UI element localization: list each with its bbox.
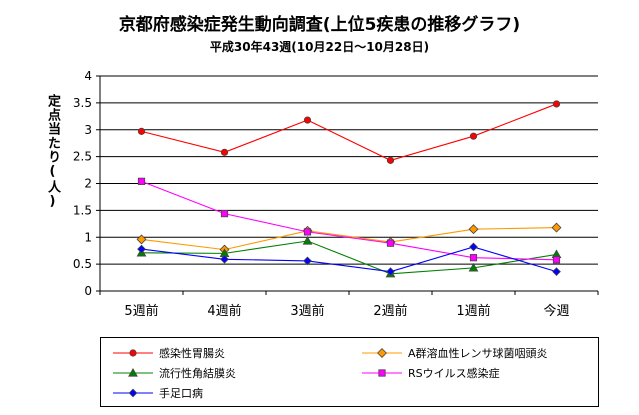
- legend-label: 流行性角結膜炎: [159, 367, 236, 380]
- legend-label: 手足口病: [159, 387, 203, 400]
- data-point: [386, 267, 395, 277]
- series-layer: [136, 100, 562, 278]
- axes: [96, 75, 599, 295]
- legend: 感染性胃腸炎 A群溶血性レンサ球菌咽頭炎流行性角結膜炎 RSウイルス感染症手足口病: [100, 337, 599, 407]
- legend-label: 感染性胃腸炎: [159, 347, 225, 360]
- legend-label: RSウイルス感染症: [408, 367, 500, 380]
- data-point: [303, 116, 312, 124]
- chart-title: 京都府感染症発生動向調査(上位5疾患の推移グラフ): [118, 15, 521, 35]
- data-point: [220, 254, 229, 264]
- y-tick-label: 3: [84, 123, 92, 137]
- chart-subtitle: 平成30年43週(10月22日〜10月28日): [209, 40, 430, 54]
- series-line: [141, 246, 557, 273]
- data-point: [468, 262, 479, 272]
- data-point: [303, 228, 312, 236]
- data-point: [137, 127, 146, 135]
- legend-swatch: [113, 367, 153, 377]
- y-tick-label: 2: [84, 177, 92, 191]
- data-point: [303, 256, 312, 266]
- data-point: [552, 256, 561, 264]
- x-tick-label: 今週: [543, 303, 569, 319]
- data-point: [551, 222, 562, 233]
- legend-marker: [129, 349, 137, 357]
- series-line: [141, 180, 557, 261]
- legend-marker: [378, 369, 386, 377]
- x-tick-label: 3週前: [290, 303, 324, 319]
- data-point: [468, 224, 479, 235]
- data-point: [552, 267, 561, 277]
- legend-swatch: [113, 349, 153, 357]
- series-3: [136, 236, 562, 278]
- legend-swatch: [362, 348, 402, 358]
- tick-labels: 0 0.5 1 1.5 2 2.5 3 3.5 4 5週前 4週前 3週前 2週前 1週前 今週: [73, 69, 570, 319]
- legend-label: A群溶血性レンサ球菌咽頭炎: [408, 347, 548, 360]
- y-tick-label: 4: [84, 69, 92, 83]
- x-tick-label: 1週前: [456, 303, 490, 319]
- legend-marker: [128, 367, 138, 377]
- data-point: [469, 242, 478, 252]
- y-tick-label: 3.5: [73, 96, 92, 110]
- y-tick-label: 2.5: [73, 150, 92, 164]
- data-point: [137, 177, 146, 185]
- y-tick-label: 0: [84, 284, 92, 298]
- series-line: [141, 103, 557, 161]
- y-tick-label: 1: [84, 230, 92, 244]
- data-point: [469, 132, 478, 140]
- legend-swatch: [362, 369, 402, 377]
- y-axis-label: 定点当たり(人): [45, 94, 60, 210]
- legend-item: 流行性角結膜炎: [111, 364, 236, 382]
- data-point: [386, 239, 395, 247]
- legend-item: 感染性胃腸炎: [111, 344, 225, 362]
- series-4: [137, 177, 561, 264]
- series-5: [137, 242, 561, 277]
- series-line: [141, 227, 557, 251]
- legend-swatch: [113, 388, 153, 398]
- legend-marker: [128, 388, 138, 398]
- data-point: [552, 100, 561, 108]
- x-tick-label: 2週前: [373, 303, 407, 319]
- series-2: [136, 222, 562, 255]
- data-point: [220, 209, 229, 218]
- plot-area: 0 0.5 1 1.5 2 2.5 3 3.5 4 5週前 4週前 3週前 2週前 1週前 今週: [73, 69, 599, 319]
- data-point: [136, 234, 147, 245]
- data-point: [302, 236, 313, 245]
- legend-item: RSウイルス感染症: [360, 364, 500, 382]
- data-point: [469, 254, 478, 262]
- gridlines: [100, 75, 598, 265]
- data-point: [220, 148, 229, 156]
- x-tick-label: 4週前: [207, 303, 241, 319]
- legend-marker: [377, 348, 387, 358]
- data-point: [137, 244, 146, 254]
- legend-item: 手足口病: [111, 384, 203, 402]
- series-line: [141, 240, 557, 275]
- x-tick-label: 5週前: [124, 303, 158, 319]
- data-point: [386, 156, 395, 164]
- y-tick-label: 1.5: [73, 203, 92, 217]
- legend-item: A群溶血性レンサ球菌咽頭炎: [360, 344, 548, 362]
- series-1: [137, 100, 561, 164]
- y-tick-label: 0.5: [73, 257, 92, 271]
